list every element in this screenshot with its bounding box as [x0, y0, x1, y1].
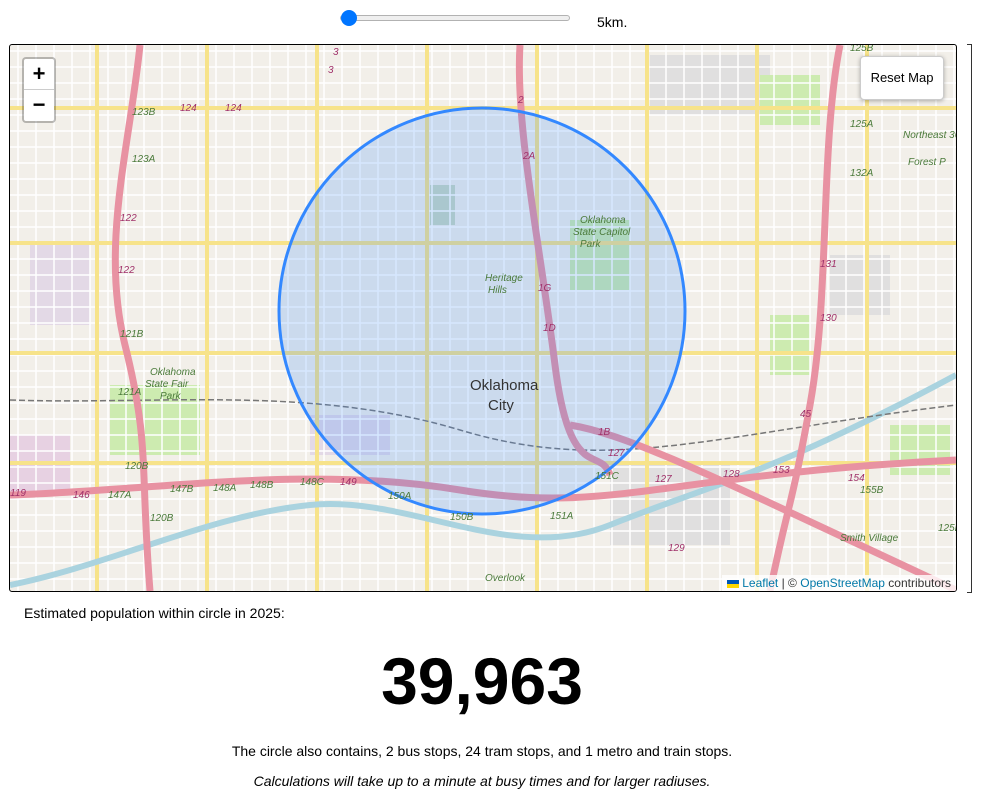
map-label: 1D [543, 323, 556, 334]
map-label: 120B [125, 461, 149, 472]
map-label: City [488, 397, 514, 414]
zoom-control: + − [22, 57, 56, 123]
park-area [570, 220, 630, 290]
attribution-separator: | © [781, 576, 797, 590]
map-label: 1G [538, 283, 552, 294]
map-label: 154 [848, 473, 865, 484]
attribution-suffix: contributors [888, 576, 951, 590]
map-label: Hills [488, 285, 507, 296]
railway [10, 398, 956, 451]
stops-summary: The circle also contains, 2 bus stops, 2… [231, 743, 733, 759]
flag-icon [726, 579, 739, 588]
scroll-edge [967, 44, 972, 593]
map-label: 148C [300, 477, 325, 488]
map-label: 149 [340, 477, 357, 488]
map-label: 123A [132, 154, 156, 165]
map-label: Park [580, 239, 602, 250]
map-label: 151C [595, 471, 620, 482]
map-label: 155B [860, 485, 884, 496]
highway [515, 45, 614, 477]
park-area [110, 385, 200, 455]
park-area [770, 315, 810, 375]
map-label: Smith Village [840, 533, 899, 544]
slider-track [340, 15, 570, 21]
map-label: 146 [73, 490, 90, 501]
map-label: 122 [120, 213, 137, 224]
osm-link[interactable]: OpenStreetMap [800, 576, 885, 590]
map-label: 123B [132, 107, 156, 118]
map-label: 131 [820, 259, 837, 270]
map-label: 130 [820, 313, 837, 324]
population-value: 39,963 [381, 644, 583, 718]
map-label: Oklahoma [150, 367, 196, 378]
map-label: 125B [850, 45, 874, 54]
map-label: 125A [850, 119, 874, 130]
map-label: 3 [333, 47, 339, 58]
map-label: 127 [655, 474, 672, 485]
highway [766, 45, 844, 591]
map-label: Park [160, 391, 182, 402]
reset-button[interactable]: Reset Map [860, 56, 944, 100]
map-label: 127 [608, 448, 625, 459]
map-label: 150B [450, 512, 474, 523]
map-label: 150A [388, 491, 412, 502]
map[interactable]: Oklahoma City Heritage Hills Oklahoma State C… [9, 44, 957, 592]
slider-thumb[interactable] [341, 10, 357, 26]
map-label: 2A [522, 151, 536, 162]
highway [10, 456, 956, 502]
zoom-in[interactable]: + [24, 59, 54, 90]
map-label: 119 [10, 488, 26, 499]
map-label: 148A [213, 483, 237, 494]
park-area [650, 55, 770, 115]
park-area [830, 255, 890, 315]
map-label: 132A [850, 168, 874, 179]
map-label: 128 [723, 469, 740, 480]
timing-note: Calculations will take up to a minute at… [253, 773, 711, 789]
map-label: State Fair [145, 379, 189, 390]
map-label: State Capitol [573, 227, 631, 238]
map-label: 124 [225, 103, 242, 114]
attribution: Leaflet | © OpenStreetMap contributors [721, 575, 956, 591]
highway [569, 421, 956, 591]
map-label: 3 [328, 65, 334, 76]
map-label: 2 [517, 95, 524, 106]
map-label: Northeast 36 [903, 130, 956, 141]
map-label: 129 [668, 543, 685, 554]
map-label: 121B [120, 329, 144, 340]
population-caption: Estimated population within circle in 20… [24, 605, 285, 621]
map-label: Oklahoma [580, 215, 626, 226]
map-label: Overlook [485, 573, 526, 584]
map-label: 147A [108, 490, 132, 501]
map-label: Heritage [485, 273, 523, 284]
river [10, 372, 956, 588]
map-label: 148B [250, 480, 274, 491]
highway [111, 45, 154, 591]
map-label: Forest P [908, 157, 946, 168]
map-label: 1B [598, 427, 611, 438]
leaflet-link[interactable]: Leaflet [742, 576, 779, 590]
map-label: 122 [118, 265, 135, 276]
radius-slider[interactable] [340, 10, 570, 26]
map-label: 45 [800, 409, 812, 420]
map-label: 120B [150, 513, 174, 524]
radius-label: 5km. [597, 14, 628, 30]
park-area [430, 185, 455, 225]
map-label: 121A [118, 387, 142, 398]
park-area [30, 245, 90, 325]
map-label: 151A [550, 511, 574, 522]
map-label: 124 [180, 103, 197, 114]
map-label: 125D [938, 523, 956, 534]
zoom-out[interactable]: − [32, 92, 46, 117]
radius-circle [277, 106, 687, 516]
map-label: Oklahoma [470, 377, 539, 394]
map-label: 153 [773, 465, 790, 476]
map-label: 147B [170, 484, 194, 495]
